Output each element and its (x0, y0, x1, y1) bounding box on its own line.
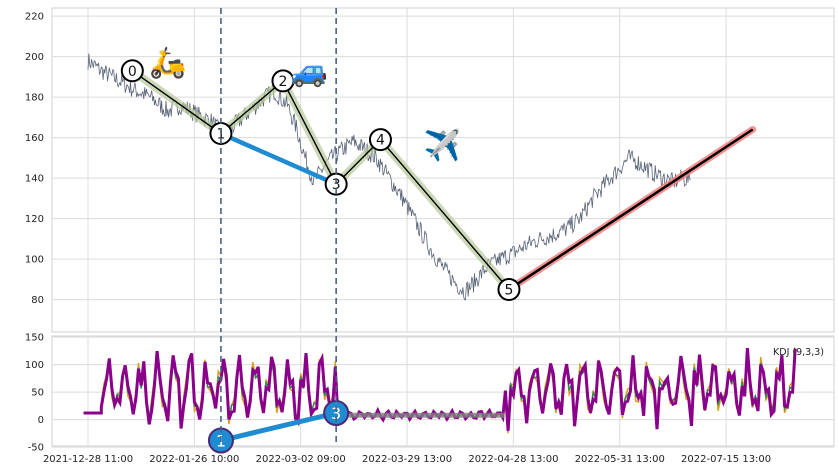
kdj-y-tick-label: 150 (25, 333, 44, 344)
price-y-tick-label: 140 (25, 174, 44, 185)
wave-label-2: 2 (279, 74, 288, 90)
wave-label-3: 3 (332, 177, 341, 193)
kdj-connector-1-3 (220, 410, 337, 443)
wave-label-0: 0 (128, 64, 137, 80)
kdj-legend: KDJ (9,3,3) (773, 347, 824, 358)
x-tick-label: 2022-04-28 13:00 (468, 454, 558, 465)
kdj-y-tick-label: 50 (31, 388, 44, 399)
price-y-tick-label: 100 (25, 255, 44, 266)
wave-label-4: 4 (376, 133, 385, 149)
kdj-y-tick-label: 100 (25, 360, 44, 371)
x-tick-label: 2022-03-29 13:00 (362, 454, 452, 465)
x-tick-label: 2021-12-28 11:00 (43, 454, 133, 465)
price-y-tick-label: 120 (25, 214, 44, 225)
price-panel: 80 100 120 140 160 180 200 220 0 1 2 3 4 5 🛵 🚙 ✈️ (25, 7, 835, 333)
wave-marker-0 (120, 59, 144, 83)
scooter-icon: 🛵 (149, 46, 186, 81)
wave-connector-1-3 (220, 131, 338, 187)
price-y-tick-label: 80 (31, 295, 44, 306)
x-tick-label: 2022-05-31 13:00 (575, 454, 665, 465)
wave-label-5: 5 (505, 282, 514, 298)
wave-marker-5 (497, 277, 521, 301)
kdj-y-tick-label: -50 (28, 443, 44, 454)
kdj-wave-label-3: 3 (331, 404, 341, 423)
price-y-tick-label: 220 (25, 12, 44, 23)
x-tick-label: 2022-07-15 13:00 (681, 454, 771, 465)
price-y-tick-label: 200 (25, 52, 44, 63)
x-tick-label: 2022-03-02 09:00 (256, 454, 346, 465)
car-icon: 🚙 (291, 54, 328, 89)
kdj-panel: -50 0 50 100 150 2021-12-28 11:00 2022-01-26 1… (25, 333, 835, 465)
price-y-tick-label: 160 (25, 133, 44, 144)
price-y-tick-label: 180 (25, 93, 44, 104)
price-plot-area (51, 7, 835, 333)
x-tick-label: 2022-01-26 10:00 (149, 454, 239, 465)
wave-marker-2 (271, 69, 295, 93)
airplane-icon: ✈️ (424, 127, 461, 164)
projection-line (508, 128, 754, 291)
wave-path-line (131, 70, 510, 290)
wave-label-1: 1 (216, 127, 225, 143)
kdj-y-tick-label: 0 (38, 415, 44, 426)
wave-marker-4 (368, 128, 392, 152)
